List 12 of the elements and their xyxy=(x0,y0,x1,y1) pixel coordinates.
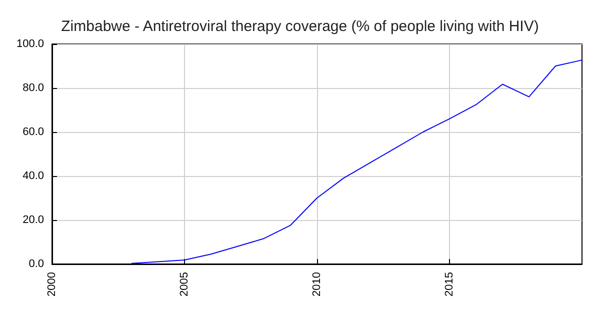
y-tick-label: 20.0 xyxy=(22,214,44,226)
y-tick-label: 80.0 xyxy=(22,82,44,94)
line-series xyxy=(131,60,582,264)
y-tick-label: 100.0 xyxy=(16,38,44,50)
x-tick-label: 2015 xyxy=(444,272,456,296)
y-tick-label: 40.0 xyxy=(22,170,44,182)
y-tick-label: 0.0 xyxy=(28,258,44,270)
y-tick-label: 60.0 xyxy=(22,126,44,138)
x-tick-label: 2010 xyxy=(311,272,323,296)
x-tick-label: 2000 xyxy=(46,272,58,296)
x-tick-label: 2005 xyxy=(178,272,190,296)
chart-title: Zimbabwe - Antiretroviral therapy coverage (% of people living with HIV) xyxy=(61,18,539,35)
